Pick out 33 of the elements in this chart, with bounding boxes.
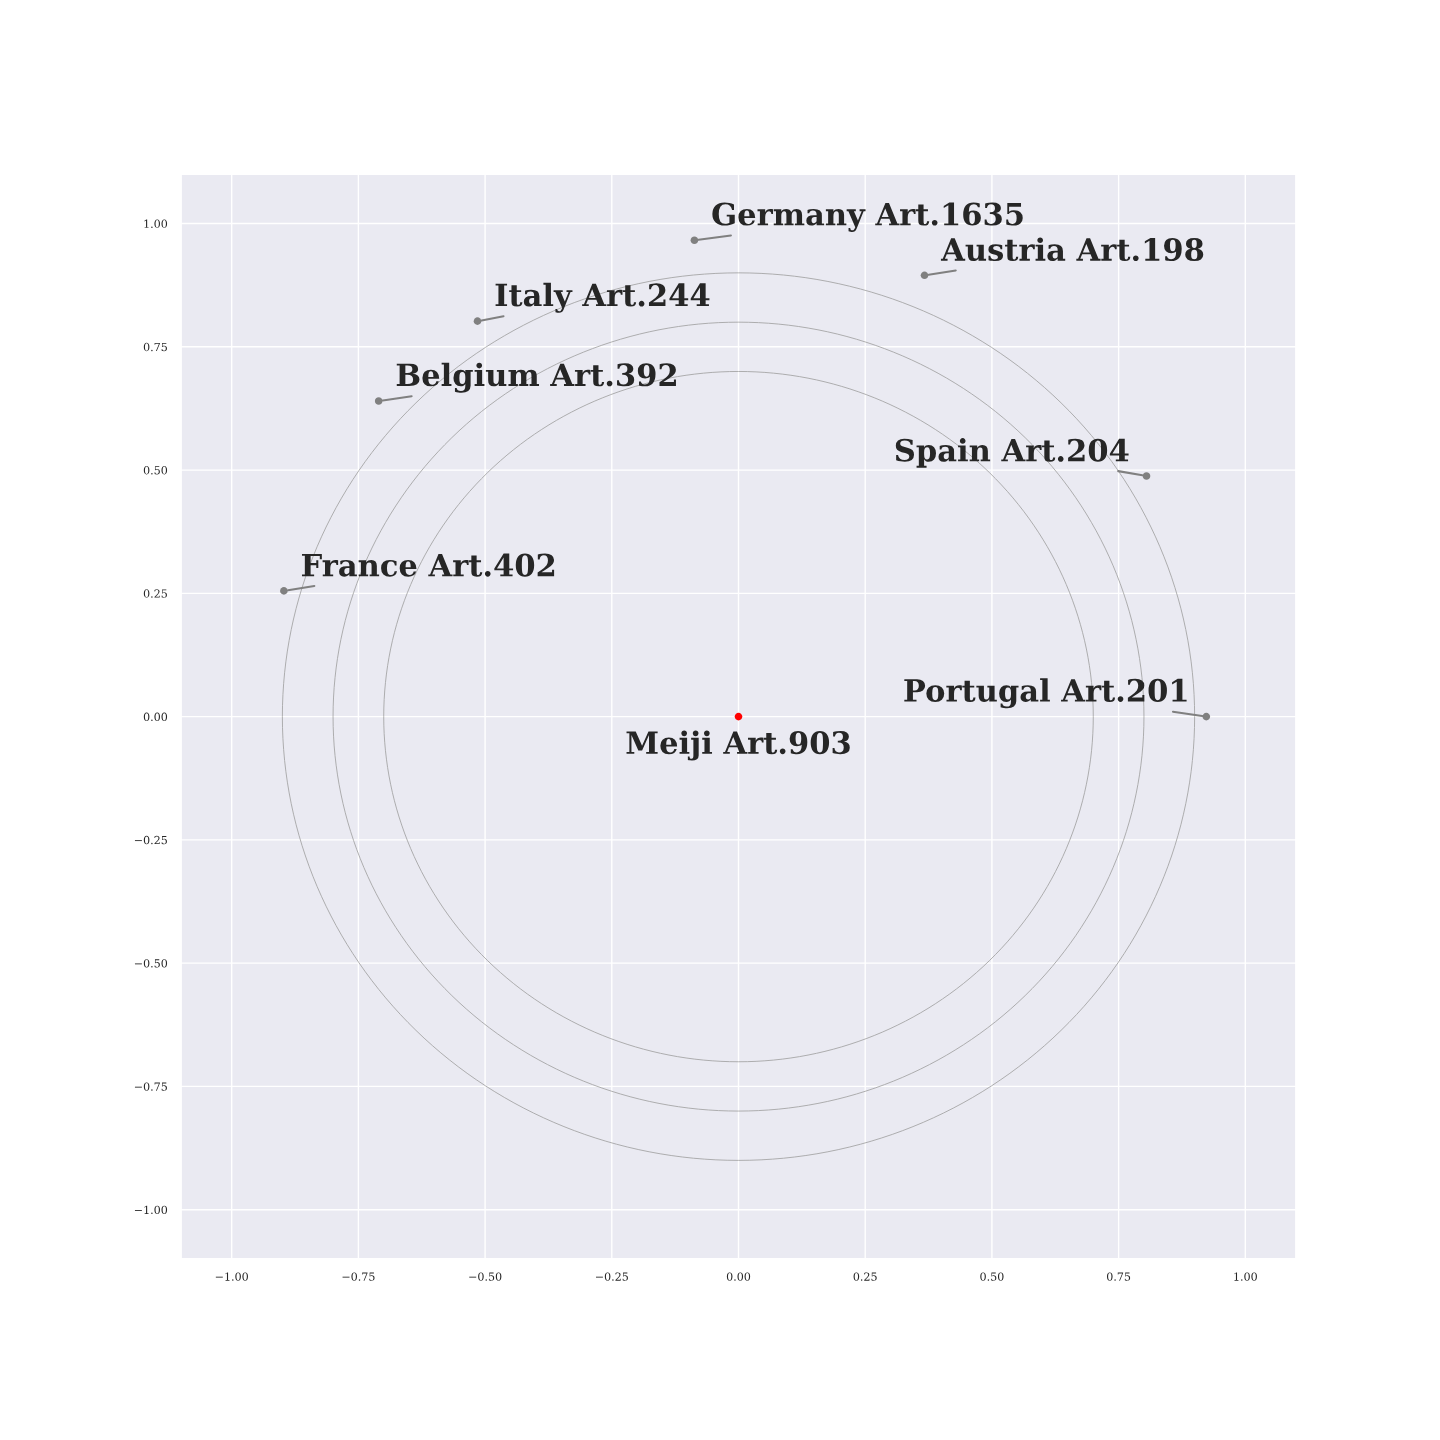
x-tick-label: 0.00 [726,1272,751,1281]
point [1142,472,1151,480]
annotation: Italy Art.244 [495,282,710,313]
point [1202,712,1211,721]
y-tick-label: 0.50 [143,466,168,475]
x-tick-label: 0.50 [980,1272,1004,1281]
y-tick-label: −1.00 [134,1205,168,1215]
point [920,271,929,280]
y-tick-label: −0.25 [134,835,167,845]
point [473,317,482,325]
annotation: Germany Art.1635 [712,202,1023,232]
y-tick-label: −0.50 [134,959,168,968]
annotation: Belgium Art.392 [396,362,676,393]
annotation: Spain Art.204 [895,438,1129,468]
y-tick-label: 0.75 [143,342,167,352]
x-tick-label: −0.75 [342,1272,375,1281]
y-tick-label: −0.75 [134,1082,167,1091]
point [690,236,699,245]
x-tick-label: −0.50 [469,1272,502,1281]
annotation: Meiji Art.903 [626,730,850,761]
y-tick-label: 1.00 [144,219,168,228]
point [374,397,383,405]
x-tick-label: 0.25 [853,1272,877,1281]
annotation: Austria Art.198 [940,237,1204,262]
x-tick-label: 0.75 [1106,1272,1131,1281]
y-tick-label: 0.00 [143,712,168,721]
x-tick-label: −1.00 [215,1272,248,1281]
annotation: Portugal Art.201 [904,678,1187,709]
point [280,587,288,595]
x-tick-label: −0.25 [595,1272,628,1281]
annotation: France Art.402 [301,553,555,577]
x-tick-label: 1.00 [1234,1272,1257,1281]
y-tick-label: 0.25 [143,589,167,598]
